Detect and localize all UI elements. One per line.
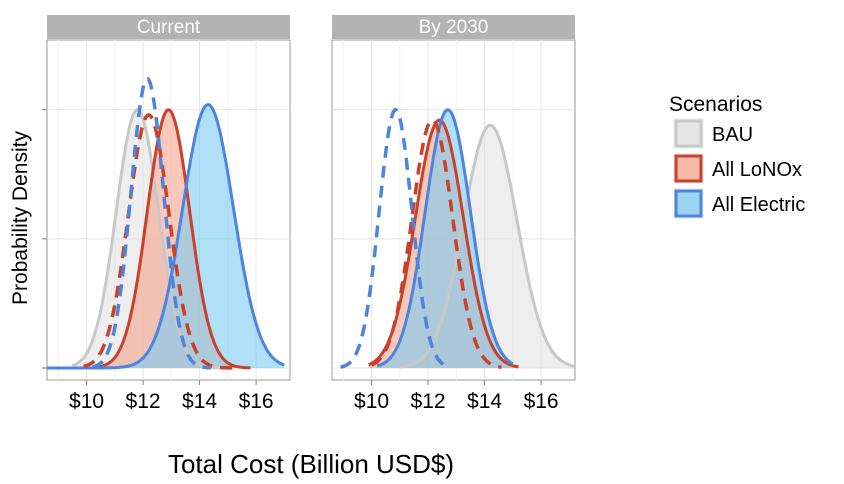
legend-label-all-lonox: All LoNOx [712, 159, 802, 181]
legend-title: Scenarios [669, 93, 762, 116]
density-curves-current [47, 76, 285, 370]
x-axis-label: Total Cost (Billion USD$) [168, 449, 454, 479]
x-tick-label: $14 [467, 390, 502, 413]
facet-strip-current [47, 15, 290, 39]
facet-title-2030: By 2030 [419, 17, 489, 38]
density-area-all-electric [47, 104, 285, 368]
density-line-all-electric [47, 103, 285, 370]
density-curves-2030 [340, 107, 576, 369]
legend: Scenarios BAU All LoNOx All Electric [669, 93, 805, 219]
density-dashed-line-all-lonox [83, 113, 234, 370]
facet-current: Current $10 $12 $14 $16 [42, 15, 291, 413]
x-tick-label: $14 [182, 390, 217, 413]
facet-strip-2030 [332, 15, 575, 39]
x-tick-label: $10 [354, 390, 389, 413]
x-tick-label: $12 [126, 390, 161, 413]
x-tick-label: $12 [411, 390, 446, 413]
density-dashed-line-all-lonox [370, 118, 502, 369]
legend-swatch-bau [674, 119, 703, 148]
legend-swatch-all-electric [674, 189, 703, 218]
density-line-all-lonox [94, 108, 251, 370]
density-line-all-electric [376, 108, 514, 368]
legend-label-bau: BAU [712, 124, 753, 146]
y-axis-label: Probability Density [9, 131, 32, 305]
facet-title-current: Current [137, 17, 201, 38]
legend-items: BAU All LoNOx All Electric [673, 118, 805, 219]
density-dashed-line-all-electric [340, 107, 452, 369]
x-ticks-2030: $10 $12 $14 $16 [354, 380, 559, 413]
x-ticks-current: $10 $12 $14 $16 [69, 380, 274, 413]
facet-2030: By 2030 $10 $12 $14 $16 [331, 15, 576, 413]
legend-label-all-electric: All Electric [712, 194, 805, 216]
density-dashed-line-all-electric [91, 76, 211, 370]
x-tick-label: $16 [524, 390, 559, 413]
x-tick-label: $10 [69, 390, 104, 413]
density-area-bau [399, 125, 575, 368]
x-tick-label: $16 [239, 390, 274, 413]
density-line-bau [399, 123, 576, 369]
legend-swatch-all-lonox [674, 154, 703, 183]
